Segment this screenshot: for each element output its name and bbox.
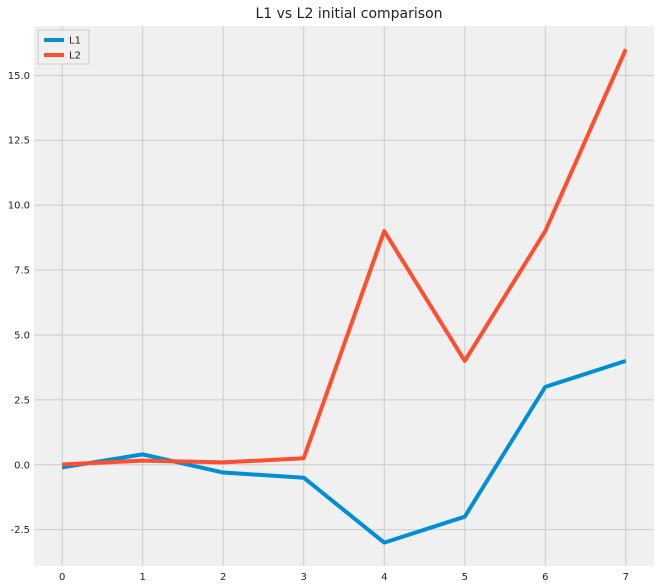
y-tick-label: 2.5 bbox=[14, 395, 30, 406]
plot-background bbox=[34, 26, 654, 566]
series-lines bbox=[61, 48, 628, 545]
x-tick-label: 2 bbox=[220, 572, 226, 583]
y-tick-label: -2.5 bbox=[10, 525, 30, 536]
y-tick-label: 12.5 bbox=[8, 136, 30, 147]
series-line-l1 bbox=[61, 358, 627, 545]
series-line-l2 bbox=[62, 48, 628, 467]
x-tick-label: 4 bbox=[381, 572, 387, 583]
grid bbox=[34, 26, 654, 566]
x-tick-label: 3 bbox=[301, 572, 307, 583]
y-tick-label: 0.0 bbox=[14, 460, 30, 471]
chart-title: L1 vs L2 initial comparison bbox=[255, 6, 442, 22]
x-axis-ticks: 0 1 2 3 4 5 6 7 bbox=[59, 572, 629, 583]
x-tick-label: 7 bbox=[623, 572, 629, 583]
legend-label-l1: L1 bbox=[69, 36, 81, 47]
legend-box bbox=[37, 29, 90, 65]
y-axis-ticks: -2.5 0.0 2.5 5.0 7.5 10.0 12.5 15.0 bbox=[8, 71, 30, 536]
x-tick-label: 0 bbox=[59, 572, 65, 583]
y-tick-label: 10.0 bbox=[8, 201, 30, 212]
x-tick-label: 5 bbox=[462, 572, 468, 583]
y-tick-label: 7.5 bbox=[14, 266, 30, 277]
x-tick-label: 1 bbox=[140, 572, 146, 583]
legend-label-l2: L2 bbox=[69, 51, 81, 62]
y-tick-label: 15.0 bbox=[8, 71, 30, 82]
y-tick-label: 5.0 bbox=[14, 330, 30, 341]
x-tick-label: 6 bbox=[542, 572, 548, 583]
